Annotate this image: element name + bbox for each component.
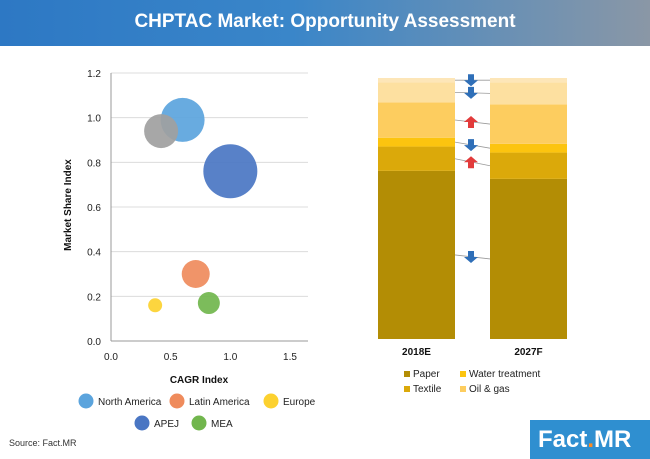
down-arrow-icon [464, 74, 478, 87]
y-axis-title: Market Share Index [63, 159, 74, 251]
bubble-europe [148, 298, 163, 313]
stacked-segment-paper [490, 178, 567, 339]
y-tick-label: 1.0 [87, 114, 101, 125]
legend-swatch [404, 371, 410, 377]
page-title: CHPTAC Market: Opportunity Assessment [134, 11, 516, 32]
legend-label: MEA [211, 419, 233, 430]
legend-label: North America [98, 397, 162, 408]
category-label: 2027F [514, 347, 542, 358]
bubble-apej [203, 144, 258, 199]
stacked-segment-oil-gas [378, 102, 455, 138]
y-tick-label: 0.8 [87, 158, 101, 169]
y-tick-label: 0.2 [87, 292, 101, 303]
logo-text-fact: Fact [538, 426, 588, 453]
down-arrow-icon [464, 139, 478, 152]
legend-label: Latin America [189, 397, 250, 408]
stacked-segment-water-treatment [490, 143, 567, 153]
down-arrow-icon [464, 250, 478, 263]
legend-label: Europe [283, 397, 316, 408]
legend-marker [78, 393, 94, 409]
legend-marker [191, 415, 207, 431]
legend-swatch [460, 386, 466, 392]
legend-swatch [404, 386, 410, 392]
legend-marker [134, 415, 150, 431]
stacked-segment-paper [378, 170, 455, 339]
stacked-segment-textile [490, 152, 567, 179]
x-tick-label: 0.0 [104, 352, 118, 363]
legend-marker [169, 393, 185, 409]
y-tick-label: 1.2 [87, 69, 101, 80]
stacked-segment-other [490, 82, 567, 105]
down-arrow-icon [464, 86, 478, 99]
source-note: Source: Fact.MR [9, 438, 77, 448]
stacked-segment-other [378, 82, 455, 103]
x-tick-label: 1.5 [283, 352, 297, 363]
legend-label: Textile [413, 384, 442, 395]
factmr-logo: Fact.MR [530, 420, 650, 459]
y-tick-label: 0.6 [87, 203, 101, 214]
header-banner: CHPTAC Market: Opportunity Assessment [0, 0, 650, 46]
stacked-segment-other [490, 78, 567, 83]
stacked-segment-water-treatment [378, 137, 455, 147]
legend-label: Paper [413, 369, 440, 380]
y-tick-label: 0.4 [87, 248, 101, 259]
category-label: 2018E [402, 347, 431, 358]
legend-marker [263, 393, 279, 409]
legend-label: Water treatment [469, 369, 541, 380]
up-arrow-icon [464, 116, 478, 129]
stacked-segment-oil-gas [490, 104, 567, 144]
up-arrow-icon [464, 156, 478, 169]
x-axis-title: CAGR Index [170, 375, 229, 386]
logo-text-mr: MR [594, 426, 632, 453]
bubble-latin-america [181, 260, 210, 288]
x-tick-label: 0.5 [164, 352, 178, 363]
y-tick-label: 0.0 [87, 337, 101, 348]
bubble-mea [197, 292, 220, 315]
stacked-segment-other [378, 78, 455, 83]
legend-label: Oil & gas [469, 384, 510, 395]
bubble-unlabeled [144, 114, 179, 149]
stacked-segment-textile [378, 146, 455, 171]
x-tick-label: 1.0 [223, 352, 237, 363]
legend-label: APEJ [154, 419, 179, 430]
legend-swatch [460, 371, 466, 377]
logo-dot: . [587, 426, 595, 453]
